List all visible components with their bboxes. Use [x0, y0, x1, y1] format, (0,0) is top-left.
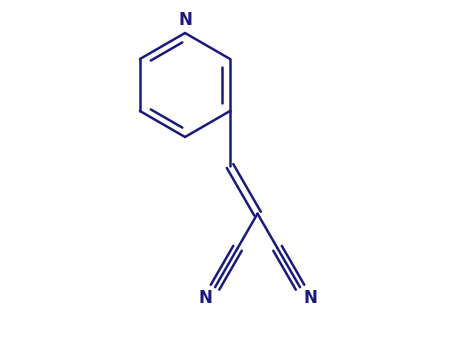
Text: N: N: [178, 11, 192, 29]
Text: N: N: [198, 289, 212, 307]
Text: N: N: [303, 289, 317, 307]
